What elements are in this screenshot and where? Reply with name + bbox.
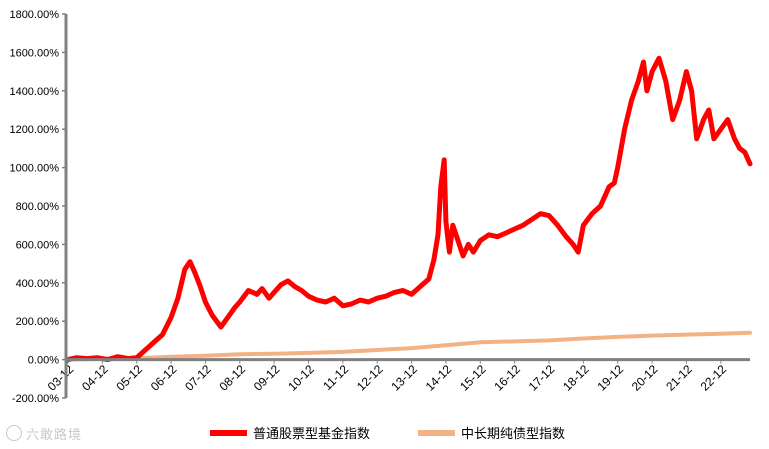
x-tick-label: 18-12	[560, 362, 592, 394]
x-tick-label: 16-12	[491, 362, 523, 394]
x-tick-label: 08-12	[217, 362, 249, 394]
x-tick-label: 15-12	[457, 362, 489, 394]
y-tick-label: 1200.00%	[9, 124, 59, 136]
y-tick-label: 1000.00%	[9, 163, 59, 175]
y-axis-ticks: -200.00% 0.00% 200.00% 400.00% 600.00% 800.00…	[9, 9, 66, 405]
legend-label-bond-fund: 中长期纯债型指数	[461, 427, 565, 442]
x-tick-label: 07-12	[182, 362, 214, 394]
x-tick-label: 04-12	[79, 362, 111, 394]
y-tick-label: 1400.00%	[9, 86, 59, 98]
series-line-bond-fund	[66, 330, 752, 362]
y-tick-label: 600.00%	[16, 239, 60, 251]
y-tick-label: 0.00%	[28, 355, 59, 367]
y-tick-label: -200.00%	[12, 393, 59, 405]
x-tick-label: 21-12	[663, 362, 695, 394]
x-tick-label: 13-12	[388, 362, 420, 394]
series-line-stock-fund	[65, 55, 753, 363]
watermark: 六敢路境	[6, 424, 82, 443]
x-tick-label: 05-12	[113, 362, 145, 394]
legend-label-stock-fund: 普通股票型基金指数	[253, 426, 370, 442]
watermark-logo-icon	[6, 425, 22, 441]
x-tick-label: 09-12	[251, 362, 283, 394]
x-tick-label: 20-12	[629, 362, 661, 394]
y-tick-label: 800.00%	[16, 201, 60, 213]
legend: 普通股票型基金指数 中长期纯债型指数	[210, 426, 565, 442]
x-tick-label: 03-12	[45, 362, 77, 394]
x-tick-label: 22-12	[698, 362, 730, 394]
x-tick-label: 10-12	[285, 362, 317, 394]
y-tick-label: 200.00%	[16, 316, 60, 328]
series-layer	[65, 55, 753, 363]
y-tick-label: 1800.00%	[9, 9, 59, 21]
x-tick-label: 19-12	[594, 362, 626, 394]
y-tick-label: 1600.00%	[9, 47, 59, 59]
y-tick-label: 400.00%	[16, 278, 60, 290]
x-tick-label: 06-12	[148, 362, 180, 394]
x-tick-label: 14-12	[423, 362, 455, 394]
watermark-text: 六敢路境	[26, 428, 83, 443]
x-tick-label: 11-12	[320, 362, 351, 393]
x-tick-label: 17-12	[526, 362, 558, 394]
x-axis-ticks: 03-12 04-12 05-12 06-12 07-12 08-12 09-12 10-12…	[45, 359, 730, 394]
x-tick-label: 12-12	[354, 362, 386, 394]
